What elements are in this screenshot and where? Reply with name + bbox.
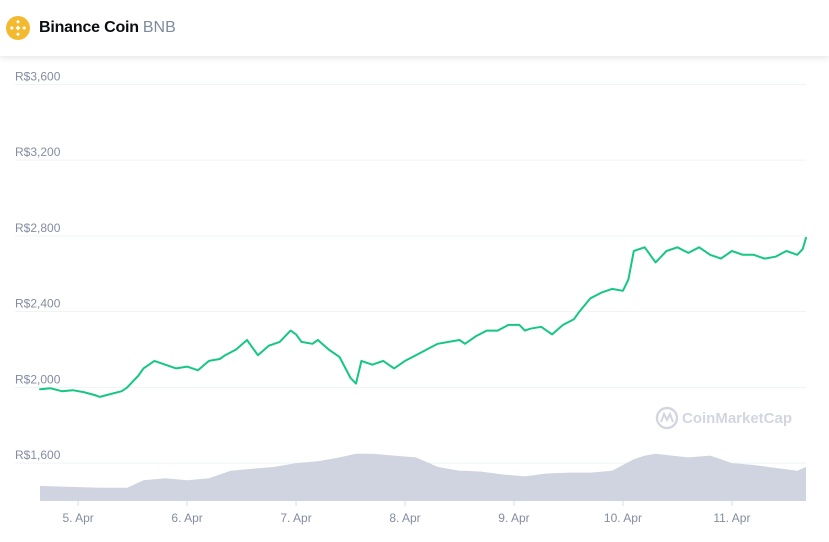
- x-tick-label: 6. Apr: [171, 511, 202, 525]
- bnb-logo-icon: [6, 16, 30, 40]
- coin-symbol: BNB: [142, 19, 176, 36]
- coinmarketcap-logo-icon: [655, 406, 679, 430]
- coin-header: Binance Coin BNB: [0, 0, 829, 56]
- grid-lines: [15, 83, 806, 464]
- chart-svg[interactable]: R$3,600 R$3,200 R$2,800 R$2,400 R$2,000 R$1,6…: [0, 56, 829, 542]
- y-axis-labels: R$3,600 R$3,200 R$2,800 R$2,400 R$2,000 R$1,6…: [15, 69, 61, 462]
- x-tick-label: 10. Apr: [604, 511, 642, 525]
- price-layer: [39, 236, 807, 398]
- x-tick-label: 7. Apr: [280, 511, 311, 525]
- y-tick-label: R$2,800: [15, 221, 61, 235]
- coinmarketcap-watermark: CoinMarketCap: [655, 406, 792, 430]
- volume-area: [40, 453, 806, 501]
- y-tick-label: R$1,600: [15, 448, 61, 462]
- x-tick-label: 9. Apr: [498, 511, 529, 525]
- coin-name: Binance Coin: [39, 19, 139, 36]
- y-tick-label: R$2,000: [15, 372, 61, 386]
- price-line: [39, 236, 807, 398]
- x-axis-labels: 5. Apr 6. Apr 7. Apr 8. Apr 9. Apr 10. Apr 11.…: [62, 501, 750, 525]
- x-tick-label: 5. Apr: [62, 511, 93, 525]
- x-tick-label: 8. Apr: [389, 511, 420, 525]
- y-tick-label: R$3,200: [15, 145, 61, 159]
- watermark-text: CoinMarketCap: [682, 410, 792, 427]
- volume-layer: [40, 453, 806, 501]
- y-tick-label: R$2,400: [15, 297, 61, 311]
- y-tick-label: R$3,600: [15, 69, 61, 83]
- price-chart[interactable]: R$3,600 R$3,200 R$2,800 R$2,400 R$2,000 R$1,6…: [0, 56, 829, 542]
- x-tick-label: 11. Apr: [713, 511, 750, 525]
